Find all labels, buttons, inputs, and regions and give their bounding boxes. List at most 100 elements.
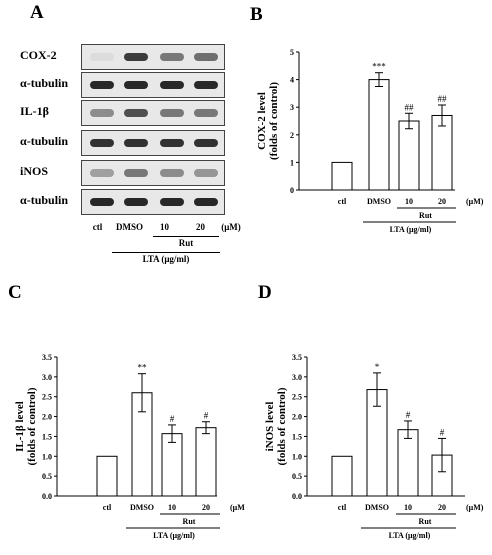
rut-label: Rut [178,238,194,248]
blot-band [194,198,218,206]
panel-letter-d: D [258,282,272,303]
significance-marker: ## [405,102,415,112]
y-axis-label: (folds of control) [268,82,280,160]
blot-band [194,81,218,89]
bar [161,433,183,497]
y-tick-label: 2.5 [42,393,52,402]
blot-band [194,53,218,61]
blot-band [160,198,184,206]
blot-band [124,109,148,117]
y-tick-label: 1.5 [292,432,302,441]
western-blot-panel: COX-2 α-tubulin IL-1β α-tubulin iNOS α-t… [0,0,250,290]
x-tick-label: 10 [168,503,176,512]
y-tick-label: 2.0 [292,413,302,422]
x-tick-label: ctl [338,503,347,512]
y-axis-label: iNOS level [264,402,276,452]
y-tick-label: 1 [290,158,294,167]
y-tick-label: 4 [290,76,294,85]
bar [195,427,217,497]
x-tick-label: 20 [202,503,210,512]
blot-band [90,81,114,89]
significance-marker: * [375,362,380,372]
x-tick-label: 20 [438,503,446,512]
blot-row-label: IL-1β [20,104,49,118]
blot-band [160,81,184,89]
chart-b: 0 1 2 3 4 5 COX-2 level (folds of control) ctl **… [255,35,492,265]
chart-d: 0.0 0.5 1.0 1.5 2.0 2.5 3.0 3.5 iNOS level (folds… [255,345,492,550]
panel-letter-c: C [8,282,22,303]
blot-band [194,169,218,177]
blot-row-label: iNOS [20,164,49,178]
x-tick-label: 10 [405,197,413,206]
lta-label: LTA (μg/ml) [390,225,432,234]
y-tick-label: 0.0 [292,492,302,501]
blot-band [194,139,218,147]
bar [431,114,453,191]
blot-strip [81,189,225,215]
blot-band [160,53,184,61]
blot-strip [81,160,225,186]
y-tick-label: 0.5 [42,472,52,481]
blot-band [160,109,184,117]
blot-band [194,109,218,117]
y-tick-label: 0 [290,186,294,195]
blot-row-label: α-tubulin [20,76,69,90]
blot-band [90,139,114,147]
bar [96,455,118,497]
blot-row-label: COX-2 [20,48,57,62]
significance-marker: *** [372,62,386,72]
y-tick-label: 5 [290,48,294,57]
y-tick-label: 2 [290,131,294,140]
y-axis-label: COX-2 level [256,92,268,150]
panel-letter-b: B [250,4,263,25]
x-tick-label: 20 [438,197,446,206]
lane-label-10: 10 [160,222,169,232]
unit-label: (μM) [466,503,484,512]
blot-band [124,198,148,206]
blot-band [124,139,148,147]
lta-bracket-line [112,252,220,253]
rut-label: Rut [183,517,196,526]
blot-row-label: α-tubulin [20,134,69,148]
blot-band [90,109,114,117]
significance-marker: ** [138,363,148,373]
y-tick-label: 1.5 [42,432,52,441]
panel-letter-a: A [30,2,44,23]
x-tick-label: DMSO [367,197,391,206]
blot-row-label: α-tubulin [20,193,69,207]
x-tick-label: ctl [103,503,112,512]
y-tick-label: 0.0 [42,492,52,501]
unit-label: (μM) [466,197,484,206]
bar [397,429,419,497]
rut-label: Rut [419,211,432,220]
lane-label-20: 20 [196,222,205,232]
unit-label: (μM) [230,503,245,512]
lane-label-dmso: DMSO [116,222,143,232]
bar [331,455,353,497]
blot-band [124,169,148,177]
chart-c: 0.0 0.5 1.0 1.5 2.0 2.5 3.0 3.5 IL-1β level (fold… [5,345,248,550]
significance-marker: # [170,414,175,424]
y-tick-label: 3.0 [42,373,52,382]
il1b-bar-chart: 0.0 0.5 1.0 1.5 2.0 2.5 3.0 3.5 IL-1β level (fold… [14,353,248,540]
bar [331,161,353,191]
rut-label: Rut [419,517,432,526]
unit-label: (μM) [221,222,241,232]
y-axis-label: (folds of control) [276,387,288,465]
bar [368,79,390,191]
lta-label: LTA (μg/ml) [142,254,190,264]
significance-marker: # [204,411,209,421]
blot-band [90,53,114,61]
x-tick-label: DMSO [130,503,154,512]
y-tick-label: 1.0 [292,452,302,461]
y-tick-label: 3.5 [292,353,302,362]
y-tick-label: 2.5 [292,393,302,402]
blot-strip [81,100,225,126]
rut-bracket-line [153,236,219,237]
y-tick-label: 2.0 [42,413,52,422]
y-tick-label: 3.5 [42,353,52,362]
bar [398,120,420,191]
blot-band [90,169,114,177]
inos-bar-chart: 0.0 0.5 1.0 1.5 2.0 2.5 3.0 3.5 iNOS level (folds… [264,353,484,540]
blot-band [124,81,148,89]
